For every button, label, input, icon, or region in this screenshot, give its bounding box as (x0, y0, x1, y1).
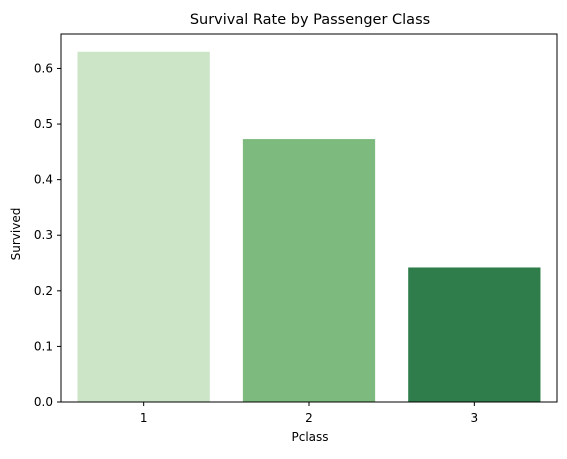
bar-pclass-1 (77, 51, 210, 403)
plot-area: 0.0 0.1 0.2 0.3 0.4 0.5 0.6 1 2 3 (34, 33, 558, 425)
bar-pclass-3 (408, 267, 541, 402)
bars (77, 51, 541, 403)
x-tick-label: 3 (471, 411, 479, 425)
y-tick-label: 0.2 (34, 284, 53, 298)
y-axis-ticks: 0.0 0.1 0.2 0.3 0.4 0.5 0.6 (34, 61, 61, 409)
y-tick-label: 0.4 (34, 173, 53, 187)
x-tick-label: 2 (305, 411, 313, 425)
chart-title: Survival Rate by Passenger Class (190, 12, 430, 28)
y-tick-label: 0.3 (34, 228, 53, 242)
y-tick-label: 0.6 (34, 61, 53, 75)
y-axis-label: Survived (9, 208, 23, 261)
plot-frame (60, 33, 558, 403)
x-axis-label: Pclass (291, 430, 328, 444)
y-tick-label: 0.1 (34, 339, 53, 353)
x-tick-label: 1 (140, 411, 148, 425)
y-tick-label: 0.0 (34, 395, 53, 409)
y-tick-label: 0.5 (34, 117, 53, 131)
x-axis-ticks: 1 2 3 (140, 402, 478, 425)
bar-pclass-2 (242, 139, 376, 402)
